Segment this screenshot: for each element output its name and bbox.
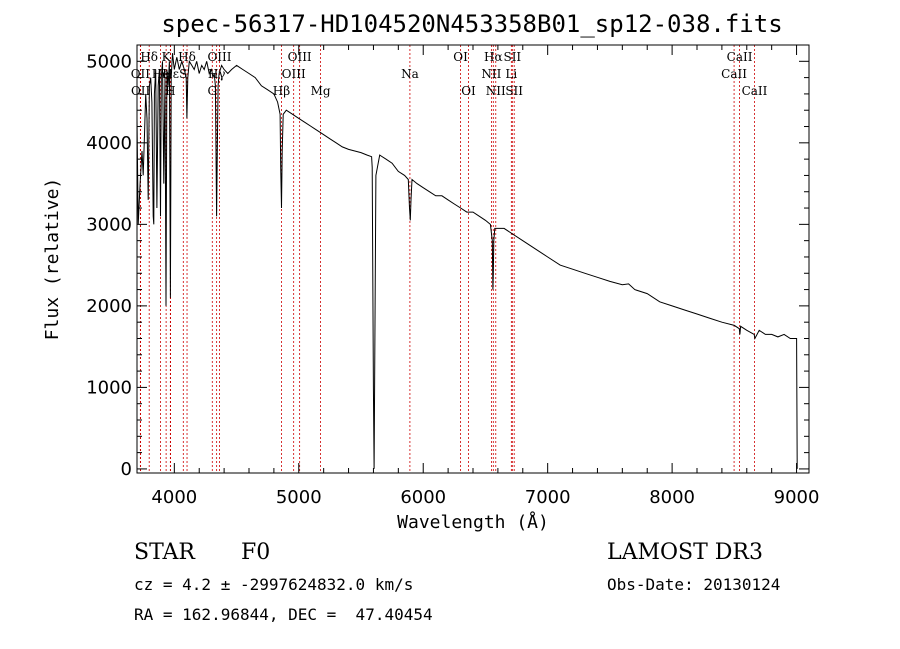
line-label: Mg	[311, 84, 331, 98]
x-tick-label: 6000	[400, 487, 446, 508]
x-tick-label: 9000	[774, 487, 820, 508]
x-axis-label: Wavelength (Å)	[397, 511, 549, 533]
y-tick-label: 2000	[86, 296, 132, 317]
line-label: He	[152, 67, 170, 81]
observation-date: Obs-Date: 20130124	[607, 575, 781, 594]
line-label: S	[179, 67, 187, 81]
coordinates-readout: RA = 162.96844, DEC = 47.40454	[134, 605, 433, 624]
series-line	[136, 53, 798, 469]
line-label: Hγ	[208, 67, 226, 81]
line-label: NII	[486, 84, 506, 98]
x-tick-label: 8000	[649, 487, 695, 508]
line-label: Li	[505, 67, 517, 81]
x-tick-label: 7000	[525, 487, 571, 508]
y-tick-label: 0	[121, 459, 132, 480]
object-class: STAR	[134, 540, 195, 565]
y-tick-label: 5000	[86, 51, 132, 72]
y-axis-label: Flux (relative)	[42, 178, 63, 341]
spectrum-series	[136, 53, 798, 469]
spectral-line-markers	[139, 45, 755, 473]
line-label: OIII	[282, 67, 306, 81]
line-label: SII	[503, 50, 521, 64]
object-subclass: F0	[241, 540, 271, 565]
y-tick-label: 4000	[86, 133, 132, 154]
line-label: OI	[453, 50, 468, 64]
line-label: OII	[131, 67, 151, 81]
x-axis: 4000 5000 6000 7000 8000 9000	[151, 45, 819, 508]
line-label: K	[162, 50, 172, 64]
line-label: G	[207, 84, 217, 98]
line-label: OI	[461, 84, 476, 98]
line-label: Hε	[162, 67, 179, 81]
line-label: NII	[481, 67, 501, 81]
plot-frame	[136, 44, 810, 474]
y-tick-label: 1000	[86, 377, 132, 398]
line-label: OIII	[288, 50, 312, 64]
line-label: CaII	[727, 50, 753, 64]
survey-name: LAMOST DR3	[607, 540, 763, 565]
chart-title: spec-56317-HD104520N453358B01_sp12-038.f…	[161, 10, 782, 38]
line-label: Hα	[484, 50, 503, 64]
x-tick-label: 4000	[151, 487, 197, 508]
line-label: CaII	[721, 67, 747, 81]
line-label: H	[165, 84, 175, 98]
line-label: Hδ	[178, 50, 196, 64]
line-label: Hβ	[273, 84, 290, 98]
line-label: Na	[401, 67, 419, 81]
line-label: OIII	[207, 50, 231, 64]
redshift-readout: cz = 4.2 ± -2997624832.0 km/s	[134, 575, 414, 594]
line-label: CaII	[742, 84, 768, 98]
x-tick-label: 5000	[276, 487, 322, 508]
line-label: Hδ	[140, 50, 158, 64]
line-label: OII	[131, 84, 151, 98]
y-axis: 0 1000 2000 3000 4000 5000	[86, 51, 809, 480]
line-label: SII	[505, 84, 523, 98]
y-tick-label: 3000	[86, 214, 132, 235]
